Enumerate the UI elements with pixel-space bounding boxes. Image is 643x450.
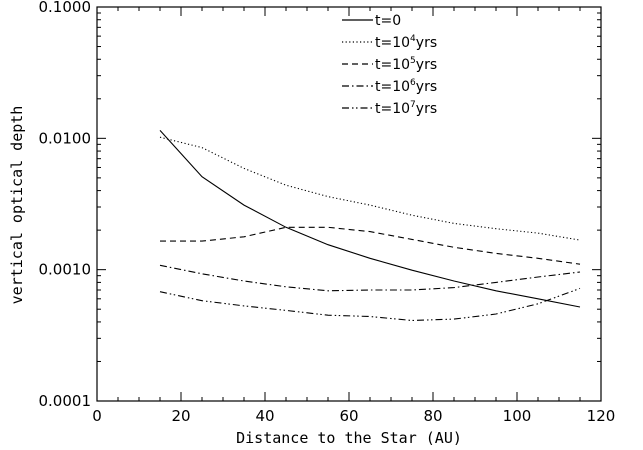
legend-label-unit: yrs [416, 79, 437, 95]
legend-label-main: t=10 [375, 101, 410, 117]
legend-label-exponent: 5 [410, 56, 416, 66]
legend-label-exponent: 7 [410, 100, 416, 110]
series-group [159, 130, 581, 322]
series-line-1 [159, 130, 581, 308]
plot-frame-group [96, 6, 602, 402]
legend-label-unit: yrs [416, 57, 437, 73]
legend-label-3: t=105yrs [375, 56, 437, 73]
series-line-5 [159, 287, 581, 322]
series-line-2 [159, 136, 581, 241]
legend-label-2: t=104yrs [375, 34, 437, 51]
y-axis-label: vertical optical depth [8, 106, 26, 305]
x-tick-label: 80 [423, 407, 442, 425]
y-tick-label: 0.0001 [39, 392, 92, 410]
x-axis-label: Distance to the Star (AU) [236, 429, 462, 447]
y-tick-label: 0.1000 [39, 0, 92, 16]
x-tick-label: 0 [92, 407, 102, 425]
x-tick-label: 120 [587, 407, 616, 425]
legend-label-exponent: 4 [410, 34, 416, 44]
legend-label-exponent: 6 [410, 78, 416, 88]
plot-frame [96, 6, 602, 402]
legend-label-main: t=10 [375, 79, 410, 95]
series-line-4 [159, 264, 581, 292]
x-tick-label: 20 [171, 407, 190, 425]
series-line-3 [160, 226, 581, 265]
legend-label-main: t=0 [375, 13, 401, 29]
ticks-group: 0 20 40 60 80 100 120 0.0001 0.0010 0.0100 0.1000 [39, 0, 616, 425]
x-tick-label: 40 [255, 407, 274, 425]
legend-label-4: t=106yrs [375, 78, 437, 95]
legend-label-1: t=0 [375, 13, 401, 29]
legend-label-main: t=10 [375, 35, 410, 51]
legend-label-unit: yrs [416, 101, 437, 117]
y-tick-label: 0.0010 [39, 261, 92, 279]
x-tick-label: 60 [339, 407, 358, 425]
legend-label-main: t=10 [375, 57, 410, 73]
y-tick-label: 0.0100 [39, 129, 92, 147]
x-tick-label: 100 [503, 407, 532, 425]
legend-label-5: t=107yrs [375, 100, 437, 117]
legend-label-unit: yrs [416, 35, 437, 51]
